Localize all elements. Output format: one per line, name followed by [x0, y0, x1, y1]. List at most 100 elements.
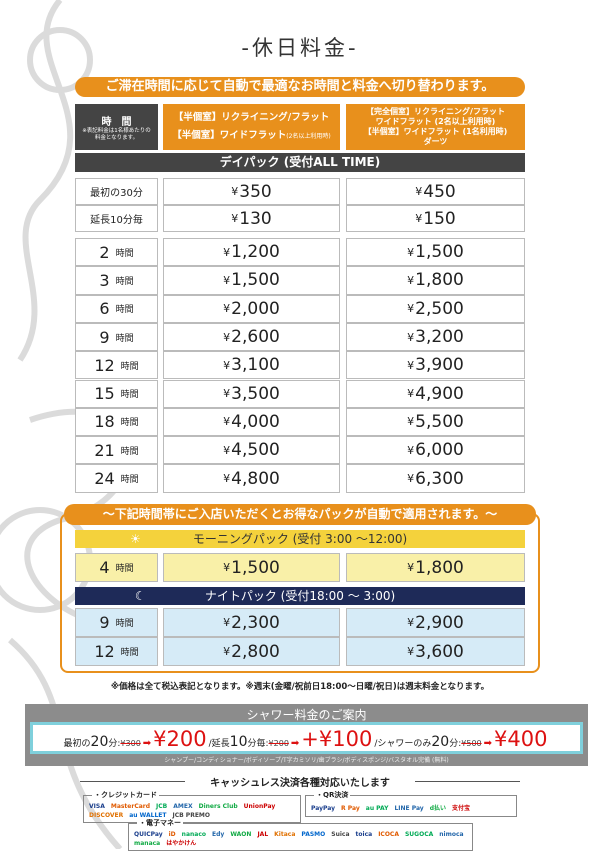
hours-value: 21	[94, 440, 115, 460]
hours-value: 9	[99, 613, 110, 632]
payment-logo: Kitaca	[274, 831, 296, 838]
morning-pack-label: モーニングパック (受付 3:00 ～12:00)	[192, 532, 408, 546]
hours-unit: 時間	[115, 305, 134, 316]
price-cell: ¥2,600	[163, 322, 340, 352]
time-cell: 延長10分毎	[75, 205, 158, 232]
price-value: 2,000	[231, 298, 280, 319]
col1-line1: 【半個室】リクライニング/フラット	[173, 111, 330, 123]
price-value: 4,500	[231, 440, 280, 461]
hours-unit: 時間	[115, 248, 134, 259]
price-value: 2,900	[415, 612, 464, 633]
payment-logo: MasterCard	[110, 803, 151, 810]
price-cell: ¥4,900	[346, 379, 525, 408]
first-label: 最初の	[63, 739, 91, 749]
price-cell: ¥2,300	[163, 608, 340, 637]
payment-logo: JCB	[156, 803, 168, 810]
payment-logo: PASMO	[301, 831, 326, 838]
yen-sign: ¥	[407, 387, 415, 401]
col2-line: ワイドフラット (2名以上利用時)	[375, 117, 496, 126]
credit-label: ・クレジットカード	[92, 791, 159, 799]
price-cell: ¥2,900	[346, 608, 525, 637]
price-cell: ¥2,800	[163, 637, 340, 666]
qr-box: ・QR決済 PayPay R Pay au PAY LINE Pay d払い 支付宝	[305, 791, 517, 817]
price-cell: ¥1,800	[346, 553, 525, 582]
yen-sign: ¥	[223, 302, 231, 316]
price-value: 1,500	[231, 557, 280, 578]
price-value: 3,200	[415, 327, 464, 348]
emoney-box: ・電子マネー QUICPay iD nanaco Edy WAON JAL Kitaca PAS…	[128, 819, 473, 851]
amenities-note: シャンプー/コンディショナー/ボディソープ/T字カミソリ/歯ブラシ/ボディスポン…	[164, 757, 449, 764]
price-value: 3,500	[231, 383, 280, 404]
price-cell: ¥4,000	[163, 407, 340, 437]
price-value: 1,500	[415, 242, 464, 263]
yen-sign: ¥	[223, 387, 231, 401]
payment-logo: R Pay	[341, 804, 360, 812]
time-cell: 3 時間	[75, 266, 158, 295]
sun-icon: ☀	[130, 532, 141, 546]
hours-value: 2	[99, 242, 110, 262]
only-label: /シャワーのみ	[374, 739, 432, 749]
price-value: 350	[239, 181, 272, 202]
night-pack-label: ナイトパック (受付18:00 ～ 3:00)	[204, 589, 396, 603]
hours-unit: 時間	[120, 446, 139, 457]
yen-sign: ¥	[223, 358, 231, 372]
hours-unit: 時間	[120, 648, 139, 658]
payment-logo: SUGOCA	[404, 831, 434, 838]
time-cell: 21 時間	[75, 436, 158, 465]
yen-sign: ¥	[223, 443, 231, 457]
col1-note: (2名以上利用時)	[286, 132, 331, 140]
credit-box: ・クレジットカード VISA MasterCard JCB AMEX Diners Clu…	[83, 791, 301, 823]
yen-sign: ¥	[407, 358, 415, 372]
yen-sign: ¥	[407, 273, 415, 287]
price-cell: ¥2,000	[163, 294, 340, 323]
yen-sign: ¥	[415, 212, 423, 225]
payment-logo: nanaco	[181, 831, 206, 838]
price-value: 3,100	[231, 355, 280, 376]
payment-logo: LINE Pay	[394, 804, 424, 812]
time-cell: 2 時間	[75, 238, 158, 267]
yen-sign: ¥	[231, 212, 239, 225]
payment-logo: iD	[168, 831, 176, 838]
time-cell: 24 時間	[75, 464, 158, 493]
only-min: 20	[431, 734, 450, 750]
hours-unit: 時間	[115, 564, 134, 574]
price-value: 5,500	[415, 411, 464, 432]
payment-logo: PayPay	[311, 804, 336, 812]
yen-sign: ¥	[407, 443, 415, 457]
price-cell: ¥6,000	[346, 436, 525, 465]
price-value: 2,600	[231, 327, 280, 348]
payment-logo: Diners Club	[198, 803, 238, 810]
hours-value: 6	[99, 299, 110, 319]
yen-sign: ¥	[223, 330, 231, 344]
price-cell: ¥6,300	[346, 464, 525, 493]
payment-logo: ICOCA	[378, 831, 399, 838]
price-value: 6,300	[415, 468, 464, 489]
payment-logo: UnionPay	[243, 803, 276, 810]
price-cell: ¥3,600	[346, 637, 525, 666]
arrow-icon: ➡	[483, 738, 493, 749]
payment-logo: はやかけん	[166, 840, 197, 847]
yen-sign: ¥	[407, 302, 415, 316]
payment-logo: VISA	[89, 803, 105, 810]
time-cell: 6 時間	[75, 294, 158, 323]
yen-sign: ¥	[407, 330, 415, 344]
hours-unit: 時間	[115, 276, 134, 287]
yen-sign: ¥	[223, 415, 231, 429]
hours-unit: 時間	[115, 619, 134, 629]
yen-sign: ¥	[407, 616, 415, 629]
qr-label: ・QR決済	[314, 791, 351, 799]
hours-value: 12	[94, 642, 115, 661]
payment-logo: JAL	[257, 831, 269, 838]
yen-sign: ¥	[407, 415, 415, 429]
price-value: 2,800	[231, 641, 280, 662]
hours-unit: 時間	[120, 390, 139, 401]
ext-label: /延長	[208, 739, 230, 749]
price-cell: ¥350	[163, 178, 340, 205]
time-label: 最初の30分	[90, 188, 143, 199]
cashless-title: キャッシュレス決済各種対応いたします	[80, 774, 520, 789]
hours-value: 9	[99, 327, 110, 347]
payment-logo: au WALLET	[129, 812, 167, 819]
time-cell: 12 時間	[75, 351, 158, 380]
time-cell: 18 時間	[75, 407, 158, 437]
hours-unit: 時間	[120, 418, 139, 429]
